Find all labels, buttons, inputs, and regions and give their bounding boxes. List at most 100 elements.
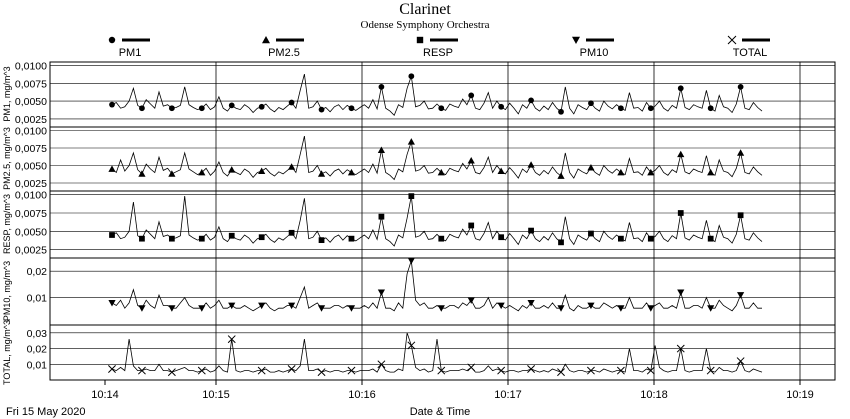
series-marker-PM10 — [527, 300, 535, 307]
date-label: Fri 15 May 2020 — [6, 406, 85, 418]
x-tick-label-1: 10:15 — [202, 389, 230, 401]
series-marker-PM1 — [707, 105, 714, 112]
series-marker-TOTAL — [467, 363, 476, 372]
series-marker-PM2.5 — [677, 150, 685, 158]
legend: PM1 PM2.5 RESP PM10 TOTAL — [108, 35, 770, 59]
x-axis: 10:14 10:15 10:16 10:17 10:18 10:19 — [50, 379, 835, 401]
series-marker-PM1 — [318, 106, 325, 113]
series-marker-RESP — [408, 193, 415, 200]
series-marker-RESP — [168, 235, 175, 242]
legend-label-PM1: PM1 — [119, 47, 142, 59]
series-marker-PM10 — [347, 305, 356, 312]
series-marker-RESP — [288, 229, 295, 236]
series-marker-PM1 — [378, 84, 385, 90]
legend-marker-RESP — [416, 36, 424, 44]
series-marker-PM10 — [228, 302, 236, 310]
y-tick-label-TOTAL-2: 0,03 — [27, 328, 48, 340]
legend-label-TOTAL: TOTAL — [733, 47, 767, 59]
series-marker-PM2.5 — [737, 149, 745, 156]
y-tick-label-PM1-2: 0,0075 — [15, 78, 47, 90]
series-marker-PM2.5 — [258, 167, 266, 174]
series-marker-RESP — [109, 232, 115, 238]
series-line-TOTAL — [111, 332, 763, 373]
y-tick-label-TOTAL-1: 0,02 — [27, 344, 48, 356]
series-marker-PM1 — [139, 105, 145, 112]
series-marker-PM10 — [168, 305, 176, 312]
y-tick-label-RESP-3: 0,0100 — [15, 190, 47, 202]
series-marker-PM10 — [707, 305, 715, 312]
series-marker-PM1 — [528, 97, 534, 104]
series-marker-PM10 — [198, 305, 206, 312]
series-line-RESP — [111, 196, 763, 247]
series-marker-PM1 — [228, 102, 235, 109]
y-axis-label-TOTAL: TOTAL, mg/m^3 — [2, 320, 12, 385]
series-marker-PM10 — [467, 297, 475, 304]
series-marker-PM10 — [617, 305, 625, 312]
x-tick-label-2: 10:16 — [348, 389, 376, 401]
series-marker-RESP — [618, 235, 624, 242]
y-tick-label-PM1-0: 0,0025 — [15, 114, 47, 126]
legend-label-PM10: PM10 — [580, 47, 609, 59]
series-marker-PM10 — [437, 305, 445, 312]
series-marker-PM2.5 — [108, 165, 116, 172]
series-marker-TOTAL — [197, 366, 206, 375]
series-marker-TOTAL — [616, 366, 625, 375]
series-marker-RESP — [228, 232, 235, 239]
series-marker-PM2.5 — [497, 167, 505, 174]
series-marker-PM1 — [558, 108, 564, 115]
series-marker-RESP — [528, 227, 534, 234]
series-marker-PM2.5 — [198, 168, 206, 176]
y-axis-label-PM10: PM10, mg/m^3 — [2, 261, 12, 321]
series-marker-RESP — [498, 234, 505, 241]
series-marker-RESP — [198, 235, 205, 242]
series-marker-PM2.5 — [407, 138, 415, 145]
series-marker-RESP — [647, 235, 654, 242]
y-tick-label-PM10-1: 0,02 — [27, 266, 48, 278]
y-tick-label-PM2.5-1: 0,0050 — [15, 161, 47, 173]
series-marker-PM1 — [737, 84, 744, 90]
y-tick-label-PM10-0: 0,01 — [27, 293, 48, 305]
series-marker-TOTAL — [706, 366, 715, 375]
x-tick-label-3: 10:17 — [494, 389, 522, 401]
series-marker-RESP — [558, 239, 564, 246]
series-marker-PM10 — [108, 300, 116, 307]
series-line-PM2.5 — [111, 136, 763, 181]
series-marker-PM1 — [498, 103, 505, 110]
x-axis-label: Date & Time — [410, 406, 471, 418]
series-marker-PM1 — [618, 105, 624, 112]
series-marker-RESP — [707, 235, 714, 242]
panel-PM10: 0,01 0,02 PM10, mg/m^3 — [2, 257, 835, 321]
series-marker-PM2.5 — [557, 172, 565, 179]
series-marker-PM10 — [557, 305, 565, 312]
series-marker-TOTAL — [108, 365, 116, 373]
y-axis-label-PM2.5: PM2.5, mg/m^3 — [2, 127, 12, 190]
y-tick-label-PM1-3: 0,0100 — [15, 61, 47, 73]
x-tick-label-0: 10:14 — [91, 389, 119, 401]
series-marker-PM1 — [258, 103, 265, 110]
series-marker-PM2.5 — [437, 168, 445, 176]
series-marker-PM1 — [468, 92, 475, 99]
series-marker-PM10 — [138, 305, 146, 312]
y-tick-label-RESP-2: 0,0075 — [15, 208, 47, 220]
y-tick-label-PM2.5-3: 0,0100 — [15, 126, 47, 138]
series-marker-TOTAL — [676, 344, 685, 353]
series-marker-PM10 — [497, 302, 505, 310]
y-tick-label-TOTAL-0: 0,01 — [27, 359, 48, 371]
series-marker-TOTAL — [347, 366, 356, 375]
series-marker-PM1 — [588, 100, 594, 107]
legend-marker-TOTAL — [727, 35, 737, 45]
series-marker-RESP — [258, 234, 265, 241]
series-marker-PM2.5 — [138, 170, 146, 177]
series-marker-RESP — [318, 237, 325, 244]
series-marker-TOTAL — [137, 366, 146, 375]
series-marker-RESP — [438, 235, 445, 242]
series-marker-RESP — [378, 213, 385, 220]
series-marker-TOTAL — [586, 366, 595, 375]
series-marker-PM10 — [258, 302, 266, 310]
y-tick-label-RESP-1: 0,0050 — [15, 226, 47, 238]
series-marker-RESP — [588, 230, 594, 237]
series-marker-TOTAL — [257, 366, 266, 375]
